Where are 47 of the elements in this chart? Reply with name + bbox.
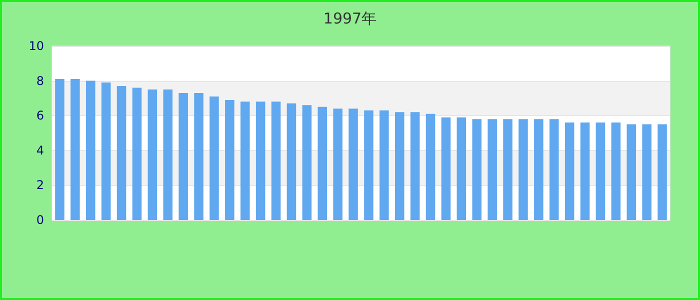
bar (55, 79, 64, 220)
bar (658, 124, 667, 220)
bar (163, 90, 173, 220)
y-tick-label: 6 (36, 108, 44, 123)
bar (302, 105, 312, 220)
bar (225, 100, 234, 220)
bar (178, 92, 188, 220)
bar (472, 119, 482, 220)
bar (364, 110, 374, 220)
bar (210, 96, 219, 220)
bar (101, 82, 111, 220)
y-tick-label: 10 (28, 39, 44, 53)
bar (488, 119, 497, 220)
bar (240, 102, 250, 220)
chart-subtitle: 1997年 (323, 10, 377, 28)
bar (394, 112, 404, 220)
bar (580, 122, 590, 220)
bar (271, 102, 281, 220)
bar (549, 119, 559, 220)
bar (348, 108, 358, 220)
bar (456, 117, 466, 220)
bar (626, 124, 636, 220)
bar (333, 108, 342, 220)
bar (86, 80, 96, 220)
bar (70, 79, 80, 220)
bar (426, 114, 436, 220)
bar (611, 122, 621, 220)
bar (256, 102, 266, 220)
bar (441, 117, 451, 220)
y-tick-label: 0 (36, 213, 44, 227)
bar (596, 122, 606, 220)
bar (503, 119, 512, 220)
bar (410, 112, 420, 220)
bar (194, 92, 204, 220)
bar (318, 106, 328, 220)
bar (116, 86, 126, 220)
bar (132, 88, 142, 220)
bar (534, 119, 544, 220)
bar (148, 90, 158, 220)
y-tick-label: 4 (36, 143, 44, 158)
bar (286, 103, 296, 220)
bar (380, 110, 389, 220)
y-tick-label: 2 (36, 178, 44, 192)
y-tick-label: 8 (36, 74, 44, 88)
bar (564, 122, 574, 220)
bar (518, 119, 528, 220)
bar (642, 124, 652, 220)
